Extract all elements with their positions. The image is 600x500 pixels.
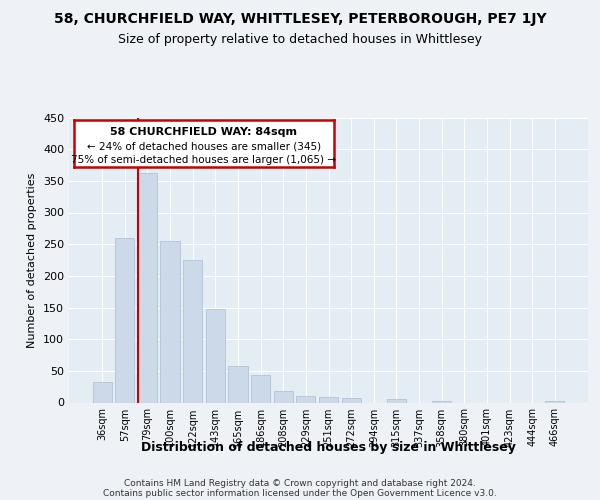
Text: Contains public sector information licensed under the Open Government Licence v3: Contains public sector information licen… [103,488,497,498]
Text: 75% of semi-detached houses are larger (1,065) →: 75% of semi-detached houses are larger (… [71,156,337,166]
Bar [92,382,112,402]
Bar [160,241,180,402]
Bar [432,400,451,402]
Text: ← 24% of detached houses are smaller (345): ← 24% of detached houses are smaller (34… [87,141,321,151]
Text: 58, CHURCHFIELD WAY, WHITTLESEY, PETERBOROUGH, PE7 1JY: 58, CHURCHFIELD WAY, WHITTLESEY, PETERBO… [53,12,547,26]
Bar [138,173,157,402]
Bar [206,309,225,402]
Bar [251,376,270,402]
Text: Size of property relative to detached houses in Whittlesey: Size of property relative to detached ho… [118,32,482,46]
Text: Contains HM Land Registry data © Crown copyright and database right 2024.: Contains HM Land Registry data © Crown c… [124,478,476,488]
Bar [319,397,338,402]
Bar [183,260,202,402]
Bar [274,391,293,402]
Text: 58 CHURCHFIELD WAY: 84sqm: 58 CHURCHFIELD WAY: 84sqm [110,127,298,137]
Bar [229,366,248,402]
Bar [545,400,565,402]
Text: Distribution of detached houses by size in Whittlesey: Distribution of detached houses by size … [142,441,516,454]
Bar [115,238,134,402]
Bar [341,398,361,402]
Bar [387,398,406,402]
Bar [296,396,316,402]
Y-axis label: Number of detached properties: Number of detached properties [28,172,37,348]
